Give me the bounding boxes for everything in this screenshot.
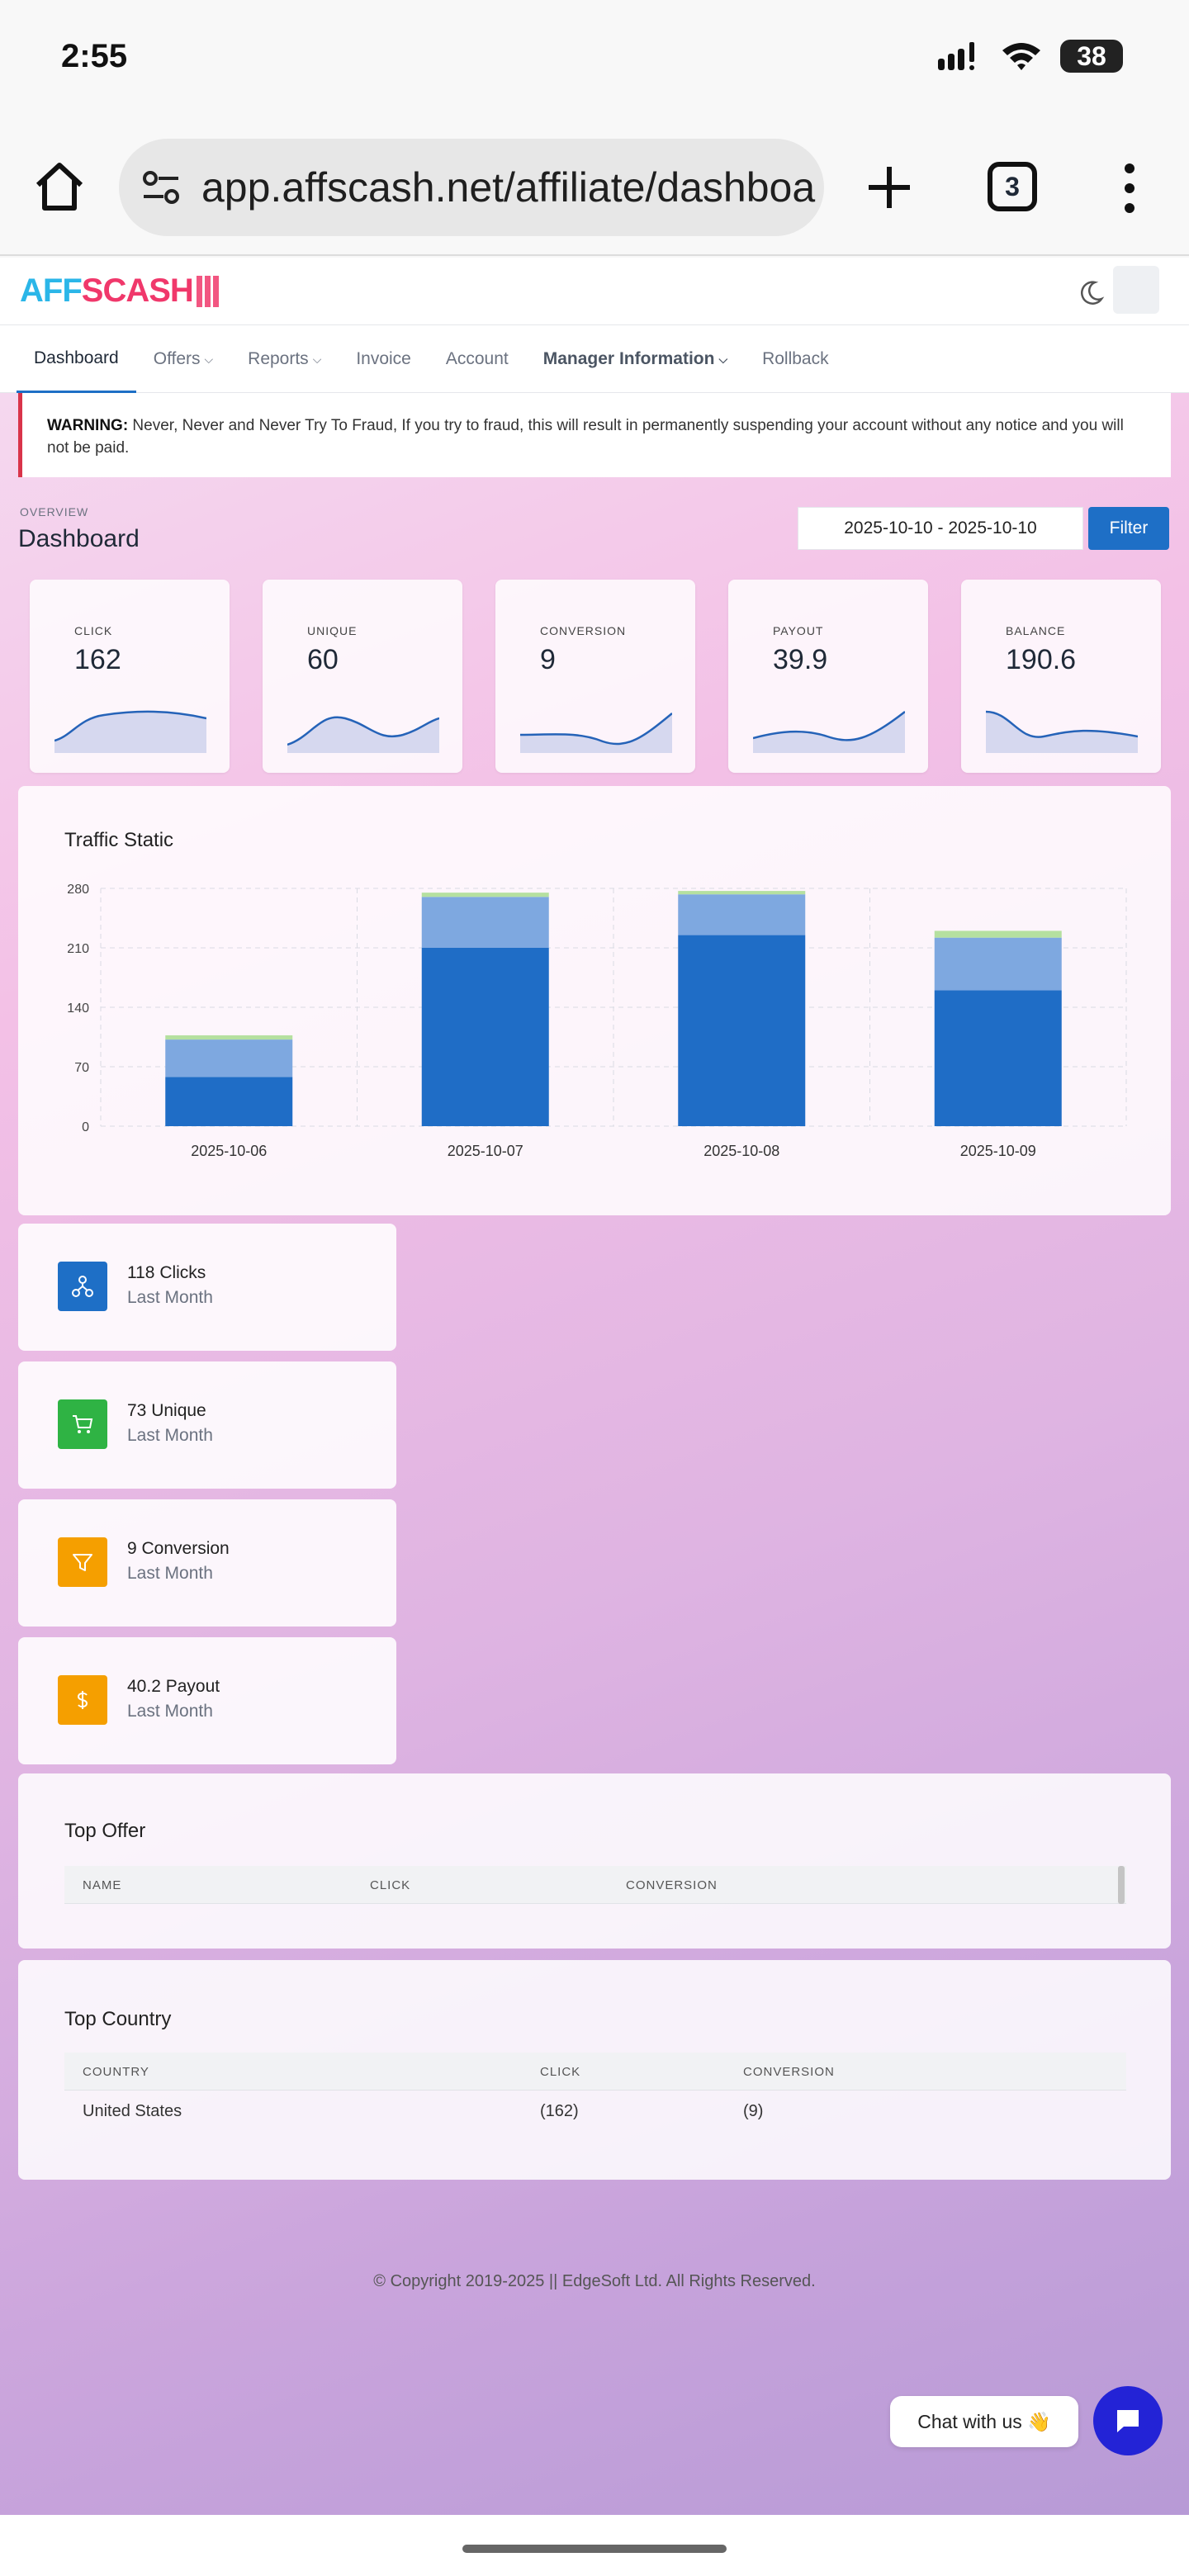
site-settings-icon[interactable] xyxy=(139,165,183,210)
stat-card-click: CLICK 162 xyxy=(30,580,230,773)
top-offer-panel: Top Offer NAME CLICK CONVERSION xyxy=(18,1773,1171,1949)
bar-2025-10-07-s2 xyxy=(421,893,549,897)
nav-rollback[interactable]: Rollback xyxy=(762,349,829,368)
more-menu-icon[interactable] xyxy=(1121,162,1138,215)
filter-button[interactable]: Filter xyxy=(1088,507,1169,550)
bar-2025-10-06-s0 xyxy=(165,1077,293,1126)
x-tick-label: 2025-10-06 xyxy=(191,1143,267,1159)
cart-icon xyxy=(58,1399,107,1449)
summary-card-conversion: 9 Conversion Last Month xyxy=(18,1499,396,1627)
nav-invoice[interactable]: Invoice xyxy=(356,349,411,368)
chevron-down-icon: ⌵ xyxy=(718,352,728,366)
status-bar: 2:55 38 xyxy=(0,0,1189,124)
bar-2025-10-06-s2 xyxy=(165,1035,293,1040)
main-content: WARNING: Never, Never and Never Try To F… xyxy=(0,393,1189,2515)
bar-2025-10-07-s1 xyxy=(421,897,549,948)
bar-2025-10-06-s1 xyxy=(165,1039,293,1077)
home-icon[interactable] xyxy=(31,159,88,215)
scrollbar[interactable] xyxy=(1118,1866,1125,1904)
y-tick-label: 140 xyxy=(67,1002,89,1016)
filter-icon xyxy=(58,1537,107,1587)
signal-icon xyxy=(938,42,974,70)
y-tick-label: 210 xyxy=(67,942,89,956)
moon-icon[interactable] xyxy=(1077,279,1105,307)
stat-card-unique: UNIQUE 60 xyxy=(263,580,462,773)
dollar-icon xyxy=(58,1675,107,1725)
nav-manager-information[interactable]: Manager Information ⌵ xyxy=(542,349,728,368)
top-offer-title: Top Offer xyxy=(64,1820,146,1842)
main-nav: Dashboard Offers ⌵ Reports ⌵ Invoice Accou… xyxy=(0,325,1189,393)
chat-bubble-icon xyxy=(1117,2410,1139,2432)
tab-switcher-button[interactable]: 3 xyxy=(988,162,1037,211)
app-header: AFF SCASH xyxy=(0,258,1189,325)
new-tab-icon[interactable] xyxy=(862,160,917,215)
nav-reports[interactable]: Reports ⌵ xyxy=(248,349,322,368)
traffic-chart-title: Traffic Static xyxy=(64,829,174,851)
bar-2025-10-09-s0 xyxy=(934,990,1062,1126)
wifi-icon xyxy=(1002,43,1040,70)
sparkline-unique xyxy=(287,716,439,753)
footer-copyright: © Copyright 2019-2025 || EdgeSoft Ltd. A… xyxy=(373,2272,816,2290)
y-tick-label: 0 xyxy=(82,1120,89,1134)
sparkline-payout xyxy=(753,711,905,753)
battery-icon: 38 xyxy=(1060,40,1123,73)
stat-card-payout: PAYOUT 39.9 xyxy=(728,580,928,773)
sparkline-click xyxy=(54,710,206,753)
nav-account[interactable]: Account xyxy=(445,349,509,368)
chevron-down-icon: ⌵ xyxy=(204,352,214,366)
top-country-table-header: COUNTRY CLICK CONVERSION xyxy=(64,2053,1126,2091)
summary-card-payout: 40.2 Payout Last Month xyxy=(18,1637,396,1764)
date-range-input[interactable]: 2025-10-10 - 2025-10-10 xyxy=(798,507,1083,550)
chevron-down-icon: ⌵ xyxy=(312,352,322,366)
sparkline-conversion xyxy=(520,713,672,753)
avatar[interactable] xyxy=(1113,266,1159,314)
stat-card-balance: BALANCE 190.6 xyxy=(961,580,1161,773)
bar-2025-10-08-s0 xyxy=(678,935,806,1126)
y-tick-label: 70 xyxy=(74,1061,89,1075)
x-tick-label: 2025-10-08 xyxy=(703,1143,779,1159)
top-country-panel: Top Country COUNTRY CLICK CONVERSION Uni… xyxy=(18,1960,1171,2180)
traffic-chart-panel: Traffic Static 0 70 140 210 280 2025-10-06 202… xyxy=(18,786,1171,1215)
summary-card-unique: 73 Unique Last Month xyxy=(18,1361,396,1489)
sparkline-balance xyxy=(986,710,1138,753)
overview-label: OVERVIEW xyxy=(20,505,89,519)
bar-2025-10-08-s1 xyxy=(678,894,806,935)
y-tick-label: 280 xyxy=(67,883,89,897)
bar-2025-10-09-s1 xyxy=(934,937,1062,991)
traffic-chart: 0 70 140 210 280 2025-10-06 2025-10-07 2025-10-… xyxy=(67,883,1127,1159)
x-tick-label: 2025-10-07 xyxy=(448,1143,523,1159)
logo-bars-icon xyxy=(196,275,219,307)
summary-card-clicks: 118 Clicks Last Month xyxy=(18,1224,396,1351)
bar-2025-10-07-s0 xyxy=(421,948,549,1126)
chat-with-us-button[interactable]: Chat with us 👋 xyxy=(890,2396,1078,2447)
url-bar[interactable]: app.affscash.net/affiliate/dashboa xyxy=(119,139,824,236)
status-time: 2:55 xyxy=(61,38,128,74)
logo[interactable]: AFF SCASH xyxy=(20,272,219,310)
gesture-bar xyxy=(0,2515,1189,2576)
url-text: app.affscash.net/affiliate/dashboa xyxy=(201,164,816,211)
bar-2025-10-08-s2 xyxy=(678,891,806,895)
warning-banner: WARNING: Never, Never and Never Try To F… xyxy=(18,393,1171,477)
bar-2025-10-09-s2 xyxy=(934,930,1062,938)
nav-offers[interactable]: Offers ⌵ xyxy=(153,349,214,368)
x-tick-label: 2025-10-09 xyxy=(960,1143,1036,1159)
page-title: Dashboard xyxy=(18,525,140,552)
nav-dashboard[interactable]: Dashboard xyxy=(17,325,136,393)
home-indicator[interactable] xyxy=(462,2545,727,2553)
status-icons: 38 xyxy=(938,40,1123,73)
top-country-title: Top Country xyxy=(64,2008,172,2030)
sitemap-icon xyxy=(58,1262,107,1311)
chat-launcher-button[interactable] xyxy=(1093,2386,1163,2455)
top-offer-table-header: NAME CLICK CONVERSION xyxy=(64,1866,1126,1904)
browser-toolbar: app.affscash.net/affiliate/dashboa 3 xyxy=(0,124,1189,256)
stat-card-conversion: CONVERSION 9 xyxy=(495,580,695,773)
